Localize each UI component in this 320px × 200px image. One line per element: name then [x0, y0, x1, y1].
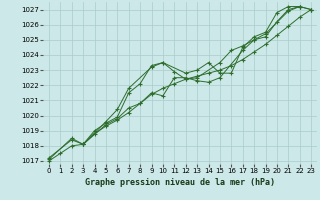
- X-axis label: Graphe pression niveau de la mer (hPa): Graphe pression niveau de la mer (hPa): [85, 178, 275, 187]
